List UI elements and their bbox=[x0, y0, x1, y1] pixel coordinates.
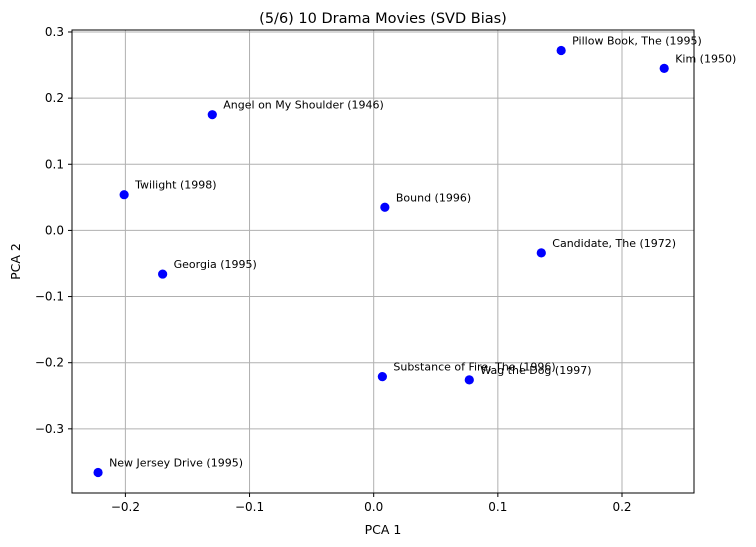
y-tick-label: −0.2 bbox=[35, 356, 64, 370]
point-annotation: New Jersey Drive (1995) bbox=[109, 456, 243, 469]
data-point bbox=[659, 63, 669, 73]
data-point bbox=[158, 269, 168, 279]
data-points: Pillow Book, The (1995) Kim (1950) Angel o… bbox=[93, 35, 736, 478]
y-tick-label: −0.1 bbox=[35, 290, 64, 304]
point-annotation: Wag the Dog (1997) bbox=[480, 364, 591, 377]
x-tick-label: 0.1 bbox=[488, 500, 507, 514]
axis-ticks: −0.2 −0.1 0.0 0.1 0.2 −0.3 −0.2 −0.1 0.0 0.1 0.2 0.… bbox=[35, 25, 632, 514]
y-tick-label: 0.0 bbox=[45, 223, 64, 237]
y-tick-label: 0.1 bbox=[45, 157, 64, 171]
x-tick-label: −0.2 bbox=[111, 500, 140, 514]
x-axis-label: PCA 1 bbox=[365, 522, 402, 537]
point-annotation: Substance of Fire, The (1996) bbox=[393, 361, 555, 374]
chart-title: (5/6) 10 Drama Movies (SVD Bias) bbox=[259, 11, 507, 27]
grid-lines bbox=[72, 30, 694, 493]
x-tick-label: 0.0 bbox=[364, 500, 383, 514]
y-axis-label: PCA 2 bbox=[8, 243, 23, 280]
point-annotation: Angel on My Shoulder (1946) bbox=[223, 99, 384, 112]
data-point bbox=[556, 45, 566, 56]
data-point bbox=[93, 467, 103, 478]
x-tick-label: 0.2 bbox=[612, 500, 631, 514]
data-point bbox=[207, 110, 217, 120]
plot-frame bbox=[71, 29, 695, 494]
y-tick-label: 0.3 bbox=[45, 25, 64, 39]
point-annotation: Georgia (1995) bbox=[174, 258, 257, 271]
x-tick-label: −0.1 bbox=[235, 500, 264, 514]
point-annotation: Candidate, The (1972) bbox=[552, 237, 676, 250]
y-tick-label: 0.2 bbox=[45, 91, 64, 105]
data-point bbox=[536, 248, 546, 258]
data-point bbox=[380, 202, 390, 212]
data-point bbox=[119, 190, 129, 200]
point-annotation: Kim (1950) bbox=[675, 52, 736, 65]
data-point bbox=[377, 371, 387, 382]
point-annotation: Twilight (1998) bbox=[134, 179, 216, 192]
y-tick-label: −0.3 bbox=[35, 422, 64, 436]
data-point bbox=[464, 375, 474, 385]
point-annotation: Pillow Book, The (1995) bbox=[572, 35, 702, 48]
point-annotation: Bound (1996) bbox=[396, 191, 471, 204]
